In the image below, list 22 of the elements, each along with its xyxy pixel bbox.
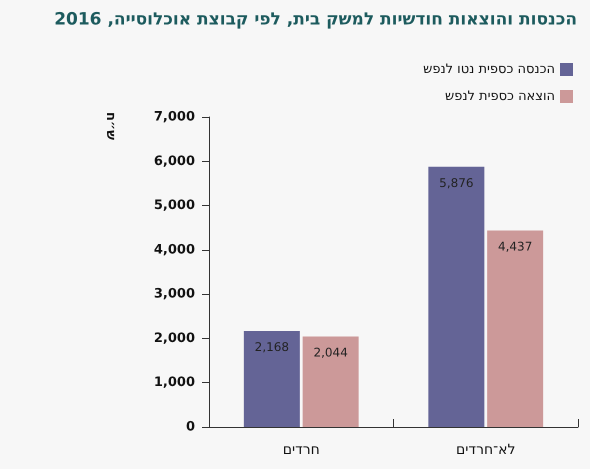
bar: [302, 336, 359, 427]
legend-label: הכנסה כספית נטו לנפש: [423, 62, 555, 77]
y-tick-label: 1,000: [154, 375, 195, 390]
y-tick-label: 7,000: [154, 110, 195, 124]
y-tick-label: 4,000: [154, 242, 195, 258]
data-label: 2,044: [313, 345, 348, 360]
bar: [244, 330, 300, 427]
data-label: 5,876: [439, 176, 474, 190]
y-tick-label: 3,000: [154, 286, 195, 302]
data-label: 4,437: [498, 240, 532, 254]
y-tick-label: 2,000: [154, 330, 195, 346]
legend-label: הוצאה כספית לנפש: [445, 89, 555, 104]
data-label: 2,168: [254, 340, 290, 354]
y-tick-label: 0: [186, 420, 195, 434]
y-axis-title: ש״ח: [103, 112, 118, 140]
x-tick-label: חרדים: [282, 442, 320, 458]
chart-title: הכנסות והוצאות חודשיות למשק בית, לפי קבוצת אוכלוסייה, 2016: [54, 10, 578, 30]
bar: [487, 230, 544, 427]
bar: [428, 166, 484, 427]
y-tick-label: 5,000: [154, 198, 195, 214]
x-tick-label: לא־חרדים: [456, 442, 516, 458]
y-tick-label: 6,000: [154, 154, 195, 169]
